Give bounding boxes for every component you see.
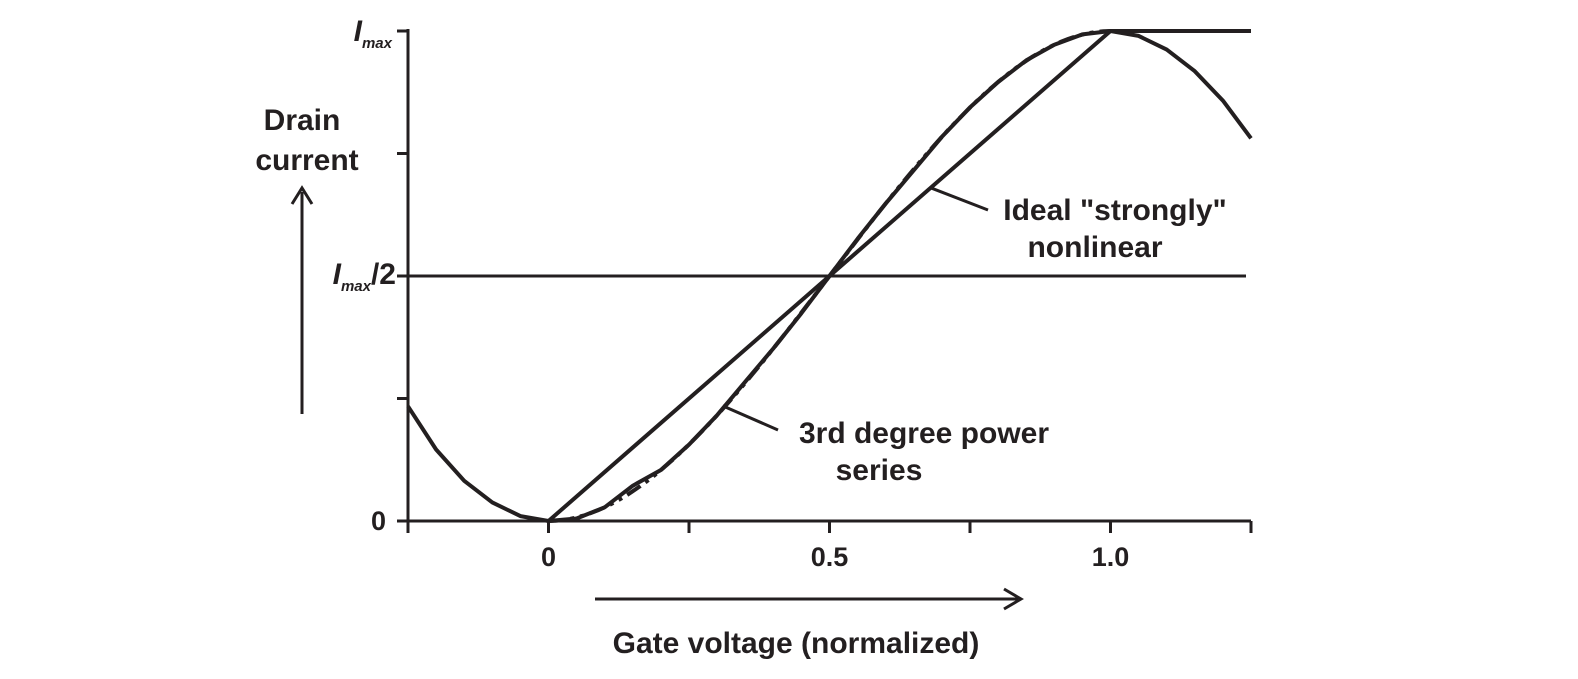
y-tick-label-half-main: I [333,258,342,291]
y-tick-label-half-sub: max [341,278,372,295]
x-tick-labels: 0 0.5 1.0 [541,542,1129,572]
y-tick-label-max-sub: max [362,35,393,52]
leader-power-series [722,404,779,432]
y-axis-label-line-2: current [255,144,358,177]
series-2-line [548,29,1111,523]
y-tick-label-zero: 0 [371,506,386,536]
annotation-leaders [722,186,989,432]
y-axis-label-line-1: Drain [264,104,341,137]
y-tick-label-half: Imax/2 [333,258,396,295]
annotation-ideal-line-1: Ideal "strongly" [1003,194,1227,227]
y-tick-label-max: Imax [354,15,393,52]
x-arrow-head [1003,587,1024,611]
x-tick-label-0: 0 [541,542,556,572]
annotation-ideal-line-2: nonlinear [1027,231,1162,264]
y-tick-label-half-suffix: /2 [371,258,396,291]
curves [406,29,1253,523]
annotation-power-series-line-1: 3rd degree power [799,417,1049,450]
y-arrow-head [290,185,314,205]
x-tick-label-2: 1.0 [1092,542,1130,572]
y-tick-label-max-main: I [354,15,363,48]
direction-arrows [290,185,1024,611]
leader-ideal [930,186,989,212]
x-tick-label-1: 0.5 [811,542,849,572]
annotation-power-series-line-2: series [836,454,923,487]
x-axis-label: Gate voltage (normalized) [613,627,980,660]
